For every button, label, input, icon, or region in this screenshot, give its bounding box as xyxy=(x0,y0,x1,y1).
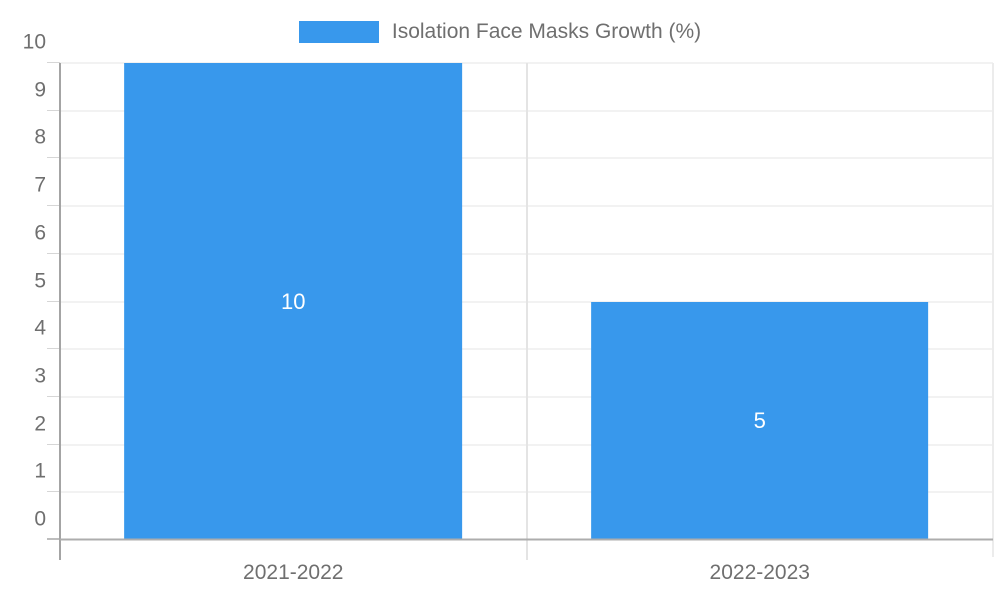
x-tick-label: 2021-2022 xyxy=(243,561,344,584)
y-tick-label: 1 xyxy=(34,459,46,483)
x-axis-baseline xyxy=(60,538,993,541)
y-tick-label: 2 xyxy=(34,412,46,436)
y-tick-label: 4 xyxy=(34,316,46,340)
y-tick-mark xyxy=(47,491,60,493)
legend-label: Isolation Face Masks Growth (%) xyxy=(391,20,702,43)
y-tick-label: 7 xyxy=(34,173,46,197)
y-tick-mark xyxy=(47,538,60,540)
bar-2022-2023[interactable]: 5 xyxy=(590,301,929,540)
y-tick-mark xyxy=(47,395,60,397)
y-tick-mark xyxy=(47,62,60,63)
category-divider-gridline xyxy=(525,63,528,560)
legend-swatch xyxy=(298,21,379,43)
plot-area: 10 5 xyxy=(47,62,994,560)
bar-2021-2022[interactable]: 10 xyxy=(124,63,463,540)
bar-value-label: 10 xyxy=(281,288,306,314)
y-tick-label: 5 xyxy=(34,269,46,292)
plot-right-border xyxy=(992,63,994,557)
y-tick-mark xyxy=(47,443,60,445)
y-tick-mark xyxy=(47,157,60,159)
x-axis: 2021-2022 2022-2023 xyxy=(60,540,993,600)
y-tick-label: 10 xyxy=(22,30,46,54)
y-tick-label: 0 xyxy=(34,507,46,531)
y-tick-mark xyxy=(47,205,60,207)
y-tick-label: 6 xyxy=(34,221,46,245)
y-axis: 0 1 2 3 4 5 6 7 8 9 10 xyxy=(0,32,46,540)
y-tick-mark xyxy=(47,348,60,350)
y-tick-label: 3 xyxy=(34,364,46,388)
category-band: 5 xyxy=(527,63,994,540)
x-tick-label: 2022-2023 xyxy=(709,561,810,584)
bar-value-label: 5 xyxy=(753,407,766,433)
y-tick-label: 9 xyxy=(34,78,46,102)
y-tick-mark xyxy=(47,109,60,111)
y-tick-mark xyxy=(47,300,60,302)
legend[interactable]: Isolation Face Masks Growth (%) xyxy=(0,19,1000,45)
y-axis-line xyxy=(59,63,61,560)
y-tick-mark xyxy=(47,252,60,254)
y-tick-label: 8 xyxy=(34,125,46,149)
category-band: 10 xyxy=(60,63,527,540)
